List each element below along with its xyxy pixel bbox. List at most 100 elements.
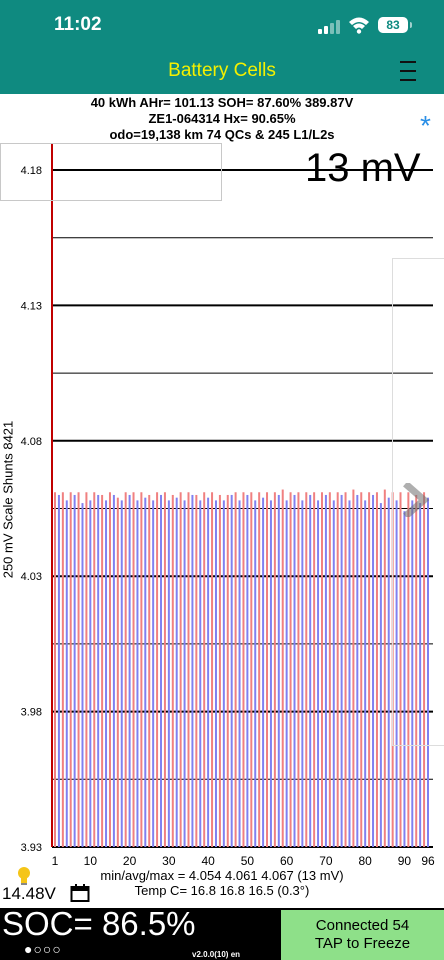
cell-bar bbox=[364, 500, 367, 847]
calendar-icon[interactable] bbox=[70, 884, 90, 902]
cell-bar bbox=[120, 500, 123, 847]
cell-bar bbox=[218, 494, 221, 847]
cell-bar bbox=[116, 497, 119, 847]
cell-bar bbox=[297, 492, 300, 847]
cell-bar bbox=[128, 494, 131, 847]
cell-voltage-chart[interactable]: 4.18 4.13 4.08 4.03 3.98 3.93 1 10 20 30 40 50 60 70 8… bbox=[0, 140, 444, 870]
cell-bar bbox=[348, 500, 351, 847]
cell-bar bbox=[179, 492, 182, 847]
cell-bar bbox=[309, 494, 312, 847]
cell-bar bbox=[383, 489, 386, 847]
cell-bar bbox=[324, 494, 327, 847]
vin-line: ZE1-064314 Hx= 90.65% bbox=[148, 111, 296, 126]
cell-bar bbox=[301, 500, 304, 847]
side-panel-handle[interactable] bbox=[392, 258, 444, 746]
cell-bar bbox=[77, 492, 80, 847]
cell-bar bbox=[69, 492, 72, 847]
battery-tip bbox=[410, 22, 412, 28]
lightbulb-icon[interactable] bbox=[16, 866, 32, 886]
cell-bar bbox=[285, 500, 288, 847]
cell-bar bbox=[250, 492, 253, 847]
cell-bar bbox=[112, 494, 115, 847]
cell-bar bbox=[266, 492, 269, 847]
cell-bar bbox=[277, 494, 280, 847]
cell-bar bbox=[183, 500, 186, 847]
y-tick-label: 3.98 bbox=[21, 707, 42, 719]
cell-bar bbox=[320, 492, 323, 847]
cell-bar bbox=[427, 497, 429, 847]
cell-bar bbox=[57, 494, 60, 847]
x-tick-label: 96 bbox=[421, 854, 435, 868]
cell-bar bbox=[328, 492, 331, 847]
connection-freeze-button[interactable]: Connected 54 TAP to Freeze bbox=[281, 910, 444, 960]
app-title: Battery Cells bbox=[168, 60, 276, 81]
cell-bar bbox=[372, 494, 375, 847]
cell-bar bbox=[61, 492, 64, 847]
cell-bar bbox=[222, 500, 225, 847]
cell-bar bbox=[211, 492, 214, 847]
cell-bar bbox=[399, 492, 402, 847]
cell-bar bbox=[242, 492, 245, 847]
x-tick-label: 50 bbox=[241, 854, 255, 868]
zoom-box[interactable] bbox=[0, 143, 222, 201]
cellular-signal-icon bbox=[318, 20, 340, 34]
cell-bar bbox=[175, 497, 178, 847]
cell-bar bbox=[207, 497, 210, 847]
cell-bar bbox=[411, 500, 414, 847]
cell-bar bbox=[293, 494, 296, 847]
temperature: Temp C= 16.8 16.8 16.5 (0.3°) bbox=[134, 883, 310, 898]
cell-bar bbox=[368, 492, 371, 847]
cell-bar bbox=[234, 492, 237, 847]
battery-info: 40 kWh AHr= 101.13 SOH= 87.60% 389.87V Z… bbox=[0, 95, 444, 143]
x-tick-label: 1 bbox=[52, 854, 59, 868]
cell-bar bbox=[379, 503, 382, 847]
y-tick-label: 4.13 bbox=[21, 300, 42, 312]
cell-bar bbox=[356, 494, 359, 847]
star-icon[interactable]: * bbox=[420, 110, 431, 141]
cell-bar bbox=[419, 503, 422, 847]
cell-stats: min/avg/max = 4.054 4.061 4.067 (13 mV) … bbox=[0, 868, 444, 898]
odometer-line: odo=19,138 km 74 QCs & 245 L1/L2s bbox=[109, 127, 335, 142]
min-avg-max: min/avg/max = 4.054 4.061 4.067 (13 mV) bbox=[100, 868, 344, 883]
cell-bar bbox=[97, 494, 100, 847]
y-tick-label: 4.08 bbox=[21, 436, 42, 448]
cell-bar bbox=[423, 492, 426, 847]
cell-bar bbox=[254, 500, 257, 847]
cell-bar bbox=[289, 492, 292, 847]
cell-bar bbox=[85, 492, 88, 847]
cell-bar bbox=[136, 500, 139, 847]
cell-bar bbox=[140, 492, 143, 847]
capacity-line: 40 kWh AHr= 101.13 SOH= 87.60% 389.87V bbox=[90, 95, 354, 110]
menu-icon[interactable] bbox=[398, 58, 418, 84]
cell-bar bbox=[395, 500, 398, 847]
connected-status: Connected 54 bbox=[315, 917, 410, 934]
cell-bar bbox=[340, 494, 343, 847]
cell-bar bbox=[93, 492, 96, 847]
cell-bar bbox=[65, 500, 68, 847]
battery-status-icon: 83 bbox=[378, 17, 408, 33]
x-tick-label: 60 bbox=[280, 854, 294, 868]
cell-bar bbox=[269, 500, 272, 847]
page-indicator[interactable]: ●○○○ bbox=[24, 941, 62, 957]
x-tick-label: 10 bbox=[84, 854, 98, 868]
cell-bar bbox=[73, 494, 76, 847]
cell-bar bbox=[124, 492, 127, 847]
x-tick-label: 70 bbox=[319, 854, 333, 868]
cell-bar bbox=[344, 492, 347, 847]
x-tick-label: 30 bbox=[162, 854, 176, 868]
cell-bar bbox=[332, 500, 335, 847]
cell-bar bbox=[160, 494, 163, 847]
cell-bar bbox=[144, 497, 147, 847]
cell-bar bbox=[101, 494, 104, 847]
cell-bar bbox=[273, 492, 276, 847]
chevron-right-icon[interactable] bbox=[402, 483, 430, 517]
wifi-icon bbox=[349, 17, 369, 34]
cell-bar bbox=[226, 494, 229, 847]
cell-bar bbox=[163, 492, 166, 847]
cell-bar bbox=[230, 494, 233, 847]
status-time: 11:02 bbox=[54, 14, 102, 35]
cell-bar bbox=[313, 492, 316, 847]
cell-bar bbox=[238, 500, 241, 847]
y-tick-label: 4.03 bbox=[21, 571, 42, 583]
cell-bar bbox=[214, 500, 217, 847]
